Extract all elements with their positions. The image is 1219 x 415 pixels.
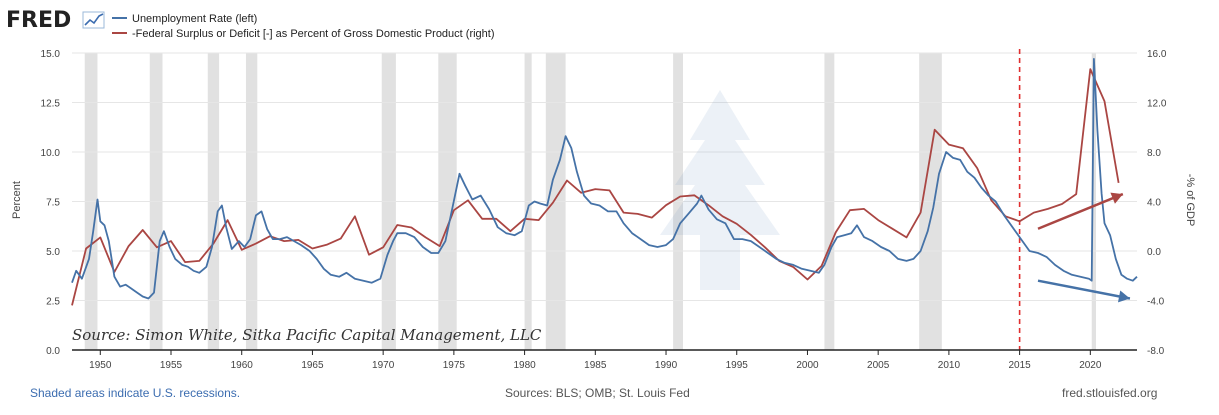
x-tick-label-3: 1965	[301, 360, 324, 371]
right-tick-label-5: 12.0	[1147, 99, 1167, 110]
left-tick-label-1: 2.5	[46, 297, 60, 308]
x-tick-label-4: 1970	[372, 360, 395, 371]
left-axis-title: Percent	[11, 181, 23, 219]
right-tick-label-3: 4.0	[1147, 198, 1161, 209]
x-tick-label-11: 2005	[867, 360, 890, 371]
fred-tree-watermark	[660, 90, 780, 290]
left-tick-label-3: 7.5	[46, 198, 60, 209]
federal-deficit-line	[71, 68, 1120, 306]
x-tick-label-12: 2010	[938, 360, 961, 371]
x-tick-label-10: 2000	[796, 360, 819, 371]
x-tick-label-9: 1995	[726, 360, 749, 371]
x-tick-label-2: 1960	[231, 360, 254, 371]
left-tick-label-2: 5.0	[46, 247, 60, 258]
legend-label-deficit: -Federal Surplus or Deficit [-] as Perce…	[132, 28, 495, 40]
legend: Unemployment Rate (left) -Federal Surplu…	[112, 13, 495, 40]
right-tick-label-0: -8.0	[1147, 346, 1165, 357]
trend-arrows	[1037, 192, 1131, 303]
x-tick-label-14: 2020	[1079, 360, 1102, 371]
right-tick-label-2: 0.0	[1147, 247, 1161, 258]
x-tick-label-7: 1985	[584, 360, 607, 371]
x-tick-label-6: 1980	[513, 360, 536, 371]
sources-note: Sources: BLS; OMB; St. Louis Fed	[505, 386, 690, 400]
fred-logo-text: FRED	[6, 8, 71, 33]
unemployment-down-arrow-head	[1117, 290, 1130, 303]
source-credit: Source: Simon White, Sitka Pacific Capit…	[72, 326, 542, 344]
left-tick-label-0: 0.0	[46, 346, 60, 357]
right-tick-label-1: -4.0	[1147, 297, 1165, 308]
right-axis-title: -% of GDP	[1184, 174, 1196, 227]
left-tick-label-6: 15.0	[41, 49, 61, 60]
x-tick-label-13: 2015	[1008, 360, 1031, 371]
x-tick-label-8: 1990	[655, 360, 678, 371]
unemployment-rate-line	[71, 58, 1138, 300]
right-tick-label-6: 16.0	[1147, 49, 1167, 60]
x-axis-ticks: 1950 1955 1960 1965 1970 1975 1980 1985 1990 1995…	[89, 350, 1102, 371]
right-tick-label-4: 8.0	[1147, 148, 1161, 159]
x-tick-label-0: 1950	[89, 360, 112, 371]
x-tick-label-1: 1955	[160, 360, 183, 371]
x-tick-label-5: 1975	[443, 360, 466, 371]
deficit-up-arrow-shaft	[1037, 192, 1124, 230]
left-tick-label-5: 12.5	[41, 99, 61, 110]
right-axis-ticks: -8.0 -4.0 0.0 4.0 8.0 12.0 16.0	[1147, 49, 1167, 357]
plot-area: 1950 1955 1960 1965 1970 1975 1980 1985 1990 1995…	[41, 49, 1167, 371]
legend-label-unemployment: Unemployment Rate (left)	[132, 13, 257, 25]
recession-note-link[interactable]: Shaded areas indicate U.S. recessions.	[30, 386, 241, 400]
left-axis-ticks: 0.0 2.5 5.0 7.5 10.0 12.5 15.0	[41, 49, 61, 357]
left-tick-label-4: 10.0	[41, 148, 61, 159]
unemployment-down-arrow	[1037, 279, 1131, 303]
unemployment-down-arrow-shaft	[1037, 279, 1131, 300]
deficit-up-arrow	[1037, 192, 1124, 230]
fred-logo[interactable]: FRED	[6, 8, 105, 33]
gridlines	[72, 52, 1137, 301]
series-lines	[71, 58, 1138, 306]
fred-logo-graph-line	[84, 13, 104, 26]
deficit-up-arrow-head	[1110, 192, 1123, 204]
fred-site-link[interactable]: fred.stlouisfed.org	[1062, 386, 1158, 400]
